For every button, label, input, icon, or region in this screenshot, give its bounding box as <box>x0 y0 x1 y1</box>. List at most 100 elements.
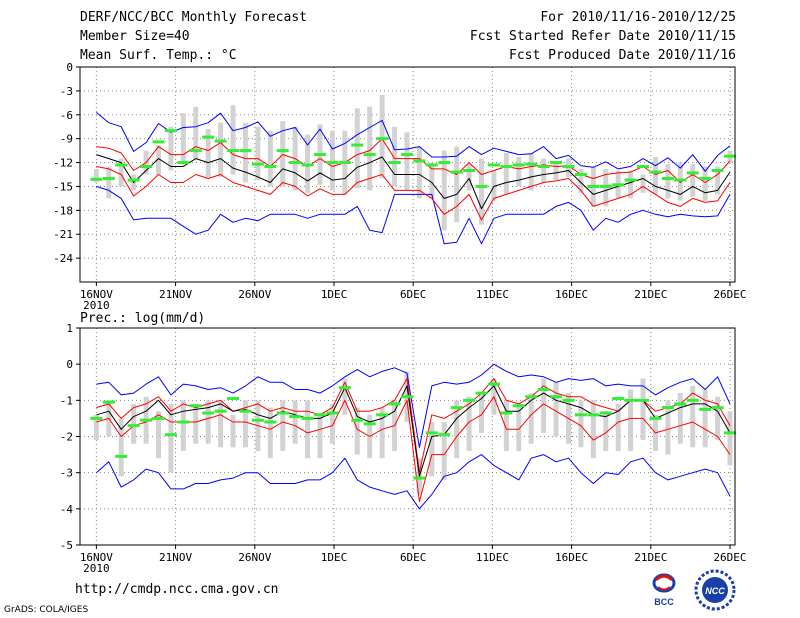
box-bar <box>466 396 472 451</box>
chart-panel-prec <box>76 327 736 549</box>
box-bar <box>553 382 559 437</box>
box-bar <box>578 400 584 448</box>
median-mark <box>661 176 674 180</box>
median-mark <box>376 137 389 141</box>
median-mark <box>351 418 364 422</box>
x-tick-label: 1DEC <box>321 288 348 301</box>
y-tick-label: -6 <box>60 109 73 122</box>
box-bar <box>677 393 683 444</box>
box-bar <box>541 378 547 433</box>
median-mark <box>264 165 277 169</box>
series-line-max <box>96 363 731 448</box>
median-mark <box>624 178 637 182</box>
median-mark <box>649 170 662 174</box>
series-line-lower <box>96 166 731 221</box>
median-mark <box>127 424 140 428</box>
y-tick-label: -3 <box>60 467 73 480</box>
box-bar <box>640 174 646 193</box>
box-bar <box>516 156 522 187</box>
median-mark <box>550 395 563 399</box>
footer-url: http://cmdp.ncc.cma.gov.cn <box>75 582 279 597</box>
box-bar <box>665 164 671 199</box>
series-line-lower <box>96 396 731 503</box>
median-mark <box>587 413 600 417</box>
box-bar <box>690 164 696 197</box>
box-bar <box>441 422 447 480</box>
median-mark <box>637 398 650 402</box>
box-bar <box>479 393 485 433</box>
box-bar <box>267 130 273 187</box>
y-tick-label: -24 <box>53 252 73 265</box>
median-mark <box>487 382 500 386</box>
median-mark <box>463 169 476 173</box>
median-mark <box>227 397 240 401</box>
box-bar <box>652 156 658 195</box>
median-mark <box>400 153 413 157</box>
median-mark <box>599 411 612 415</box>
box-bar <box>516 403 522 451</box>
median-mark <box>512 404 525 408</box>
ncc-logo-icon: NCC <box>694 569 736 611</box>
median-mark <box>289 161 302 165</box>
median-mark <box>500 165 513 169</box>
median-mark <box>637 165 650 169</box>
y-tick-label: -9 <box>60 133 73 146</box>
x-year-label: 2010 <box>83 562 110 575</box>
median-mark <box>326 161 339 165</box>
median-mark <box>214 139 227 143</box>
box-bar <box>242 400 248 448</box>
box-bar <box>454 400 460 459</box>
box-bar <box>528 153 534 191</box>
box-bar <box>106 166 112 199</box>
box-bar <box>379 407 385 459</box>
y-tick-label: -5 <box>60 539 73 552</box>
median-mark <box>202 411 215 415</box>
median-mark <box>711 406 724 410</box>
median-mark <box>624 398 637 402</box>
box-bar <box>441 150 447 231</box>
median-mark <box>438 433 451 437</box>
median-mark <box>363 422 376 426</box>
median-mark <box>90 416 103 420</box>
x-tick-label: 16DEC <box>555 551 588 564</box>
box-bar <box>702 166 708 201</box>
median-mark <box>425 431 438 435</box>
box-bar <box>416 146 422 199</box>
x-tick-label: 11DEC <box>476 551 509 564</box>
median-mark <box>500 411 513 415</box>
box-bar <box>404 132 410 191</box>
y-tick-label: -21 <box>53 228 73 241</box>
box-bar <box>727 411 733 466</box>
box-bar <box>354 108 360 189</box>
bcc-logo-text: BCC <box>654 597 674 607</box>
box-bar <box>503 153 509 195</box>
median-mark <box>276 149 289 153</box>
header-right: For 2010/11/16-2010/12/25 Fcst Started R… <box>470 8 736 65</box>
median-mark <box>301 163 314 167</box>
box-bar <box>218 122 224 177</box>
median-mark <box>661 406 674 410</box>
box-bar <box>155 411 161 459</box>
box-bar <box>180 113 186 163</box>
median-mark <box>425 163 438 167</box>
y-tick-label: -4 <box>60 503 74 516</box>
box-bar <box>466 164 472 191</box>
median-mark <box>239 149 252 153</box>
median-mark <box>599 184 612 188</box>
median-mark <box>314 413 327 417</box>
median-mark <box>214 409 227 413</box>
median-mark <box>475 391 488 395</box>
box-bar <box>367 106 373 191</box>
median-mark <box>525 395 538 399</box>
median-mark <box>376 413 389 417</box>
y-tick-label: 0 <box>66 61 73 74</box>
x-tick-label: 21DEC <box>634 551 667 564</box>
box-bar <box>354 407 360 455</box>
header-left: DERF/NCC/BCC Monthly Forecast Member Siz… <box>80 8 307 65</box>
series-line-mean <box>96 154 731 210</box>
box-bar <box>715 166 721 195</box>
y-tick-label: -18 <box>53 204 73 217</box>
median-mark <box>301 416 314 420</box>
median-mark <box>724 154 736 158</box>
median-mark <box>686 398 699 402</box>
